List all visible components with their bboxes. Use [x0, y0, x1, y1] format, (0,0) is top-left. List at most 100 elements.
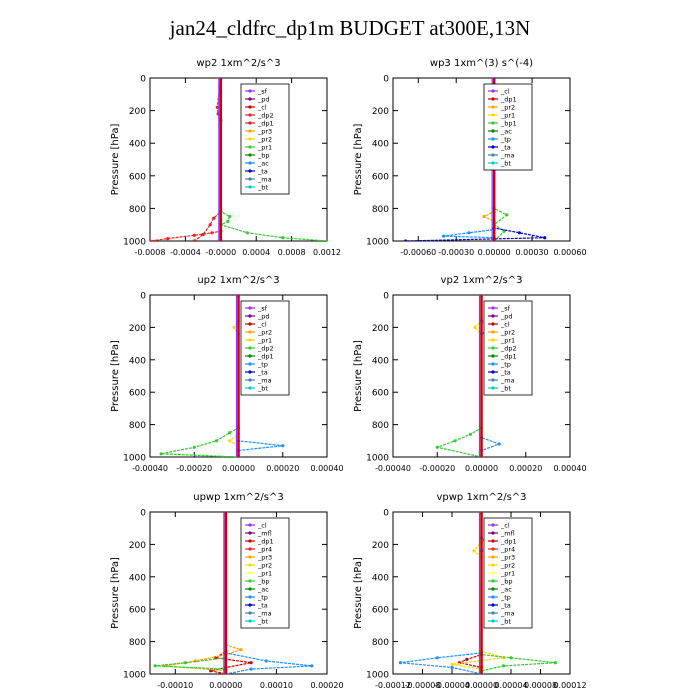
- x-tick-label: -0.0008: [135, 248, 166, 257]
- data-point: [453, 439, 457, 443]
- x-tick-label: -0.00030: [438, 248, 474, 257]
- legend-label: _pr3: [500, 554, 515, 562]
- legend-label: _bt: [500, 618, 511, 626]
- y-tick-label: 400: [372, 140, 389, 150]
- figure-title: jan24_cldfrc_dp1m BUDGET at300E,13N: [169, 16, 531, 40]
- data-point: [465, 657, 469, 662]
- legend-label: _ta: [500, 369, 511, 377]
- y-tick-label: 800: [129, 638, 146, 648]
- legend-marker: [491, 539, 495, 543]
- legend-marker: [491, 370, 495, 374]
- chart-panel: wp3 1xm^(3) s^(-4) Pressure [hPa] 0 200 400 6…: [353, 58, 587, 257]
- legend-marker: [248, 587, 252, 591]
- y-tick-label: 0: [383, 75, 389, 85]
- legend-marker: [248, 314, 252, 318]
- data-point: [228, 439, 232, 443]
- y-tick-label: 800: [129, 421, 146, 431]
- legend-label: _dp2: [500, 345, 517, 353]
- series-line: [155, 512, 227, 674]
- legend-marker: [491, 354, 495, 358]
- data-point: [450, 662, 454, 666]
- series-group: [398, 512, 557, 674]
- legend-marker: [491, 338, 495, 342]
- chart-panel: vp2 1xm^2/s^3 Pressure [hPa] 0 200 400 600 800…: [353, 275, 587, 473]
- legend-marker: [491, 129, 495, 133]
- data-point: [467, 231, 471, 235]
- legend-label: _pr1: [500, 112, 515, 120]
- data-point: [442, 234, 446, 238]
- x-tick-label: 0.00012: [553, 681, 586, 690]
- data-point: [281, 444, 285, 448]
- legend-label: _ma: [500, 610, 515, 618]
- legend-label: _tp: [500, 361, 511, 369]
- x-tick-label: -0.00012: [375, 681, 411, 690]
- data-point: [249, 667, 253, 671]
- y-tick-label: 800: [372, 421, 389, 431]
- legend-marker: [248, 619, 252, 623]
- legend-label: _bp: [257, 152, 270, 160]
- legend-marker: [248, 523, 252, 527]
- data-point: [473, 325, 477, 329]
- legend-marker: [248, 169, 252, 173]
- y-tick-label: 1000: [123, 671, 146, 681]
- chart-title: vpwp 1xm^2/s^3: [436, 492, 526, 503]
- legend-marker: [491, 137, 495, 141]
- data-point: [201, 232, 205, 237]
- y-tick-label: 400: [129, 356, 146, 366]
- legend-marker: [248, 113, 252, 117]
- x-tick-label: 0.00000: [465, 464, 498, 473]
- y-tick-label: 600: [372, 389, 389, 399]
- legend-marker: [248, 378, 252, 382]
- y-tick-label: 200: [372, 324, 389, 334]
- legend-label: _pd: [500, 313, 513, 321]
- legend-label: _pr3: [257, 128, 272, 136]
- legend-marker: [248, 370, 252, 374]
- legend-label: _pr3: [257, 554, 272, 562]
- legend-label: _dp2: [257, 345, 274, 353]
- y-axis-label: Pressure [hPa]: [110, 557, 121, 629]
- plot-frame: [392, 77, 571, 242]
- y-tick-label: 200: [129, 324, 146, 334]
- chart-title: wp2 1xm^2/s^3: [196, 58, 280, 69]
- y-tick-label: 1000: [123, 454, 146, 464]
- legend-marker: [248, 338, 252, 342]
- legend-label: _cl: [500, 321, 510, 329]
- series-line: [150, 78, 222, 241]
- legend-marker: [491, 161, 495, 165]
- legend-label: _tp: [500, 136, 511, 144]
- y-tick-label: 0: [383, 292, 389, 302]
- series-line: [435, 295, 483, 457]
- x-tick-label: 0.00000: [222, 464, 255, 473]
- y-tick-label: 200: [129, 541, 146, 551]
- legend-marker: [491, 611, 495, 615]
- data-point: [450, 665, 454, 670]
- legend-marker: [491, 346, 495, 350]
- legend-label: _ma: [257, 377, 272, 385]
- legend-label: _bt: [257, 385, 268, 393]
- series-line: [480, 295, 501, 457]
- y-tick-label: 400: [129, 573, 146, 583]
- data-point: [472, 549, 476, 553]
- legend-label: _pr2: [257, 329, 272, 337]
- legend-label: _tp: [257, 594, 268, 602]
- legend-marker: [491, 322, 495, 326]
- data-point: [228, 214, 232, 219]
- legend-label: _ma: [500, 152, 515, 160]
- y-tick-label: 600: [129, 172, 146, 182]
- x-tick-label: -0.00020: [176, 464, 212, 473]
- x-tick-label: -0.00040: [132, 464, 168, 473]
- legend-marker: [248, 362, 252, 366]
- legend-marker: [248, 105, 252, 109]
- legend-label: _ac: [500, 128, 512, 136]
- y-tick-label: 0: [140, 75, 146, 85]
- data-point: [264, 659, 268, 663]
- x-tick-label: 0.00040: [310, 464, 343, 473]
- x-tick-label: 0.00020: [509, 464, 542, 473]
- y-tick-label: 1000: [123, 238, 146, 248]
- legend-label: _ta: [500, 602, 511, 610]
- data-point: [192, 233, 196, 237]
- y-tick-label: 1000: [366, 454, 389, 464]
- legend-marker: [491, 563, 495, 567]
- legend-marker: [248, 531, 252, 535]
- y-tick-label: 400: [129, 140, 146, 150]
